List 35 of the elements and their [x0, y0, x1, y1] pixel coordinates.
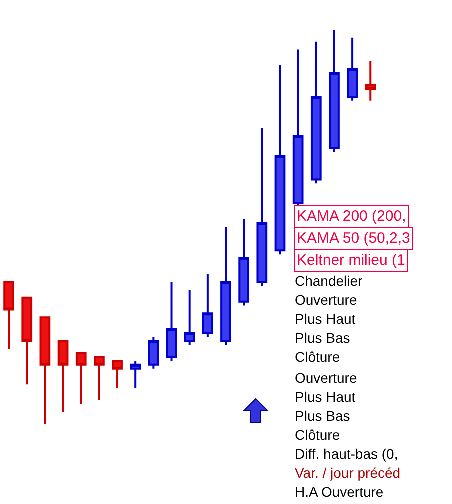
annotation: KAMA 50 (50,2,3	[297, 230, 410, 247]
candlestick	[40, 316, 51, 424]
candlestick	[58, 340, 69, 414]
annotation: Clôture	[295, 349, 340, 365]
candlestick	[310, 40, 322, 185]
candlestick	[148, 336, 160, 370]
text: Diff. haut-bas (0,	[295, 446, 398, 462]
candlestick	[76, 352, 87, 406]
candlestick	[329, 30, 340, 154]
candlestick	[94, 356, 105, 402]
candlestick	[22, 296, 33, 386]
text: Var. / jour précéd	[295, 465, 401, 481]
candlestick	[130, 360, 142, 390]
candlestick	[274, 64, 286, 256]
candlestick	[238, 218, 250, 307]
annotation: KAMA 200 (200,	[297, 208, 406, 225]
text: Clôture	[295, 427, 340, 443]
candlestick	[256, 128, 268, 288]
annotation: Plus Bas	[295, 330, 350, 346]
candlestick	[166, 281, 178, 362]
candlestick	[112, 360, 123, 390]
annotation: Plus Haut	[295, 311, 356, 327]
annotation: Plus Bas	[295, 408, 350, 424]
annotation: Chandelier	[295, 273, 364, 289]
annotation: Ouverture	[295, 292, 358, 308]
candlestick	[347, 36, 358, 102]
annotation: Ouverture	[295, 370, 358, 386]
candlestick	[184, 289, 196, 346]
annotation: Plus Haut	[295, 389, 356, 405]
candlestick	[202, 273, 214, 338]
text: H.A Ouverture	[295, 484, 384, 500]
candlestick	[4, 281, 14, 350]
candlestick	[365, 60, 376, 102]
annotation: Keltner milieu (1	[297, 252, 406, 269]
candlestick	[220, 226, 232, 346]
